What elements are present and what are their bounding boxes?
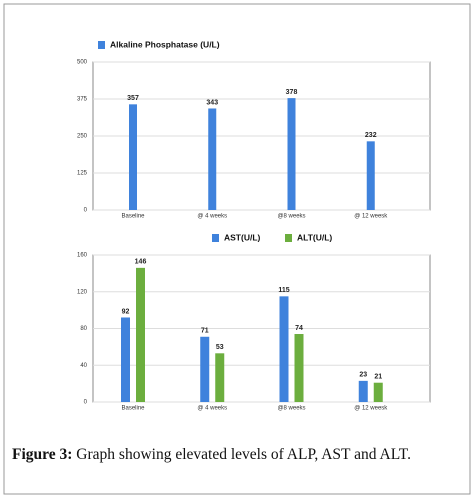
y-tick-label: 125 [77, 171, 88, 177]
x-tick-label: Baseline [121, 214, 145, 220]
value-label: 146 [135, 259, 147, 266]
y-tick-label: 0 [84, 400, 88, 406]
x-tick-label: @8 weeks [277, 406, 305, 412]
bar [373, 382, 383, 402]
figure-border [3, 3, 471, 495]
value-label: 232 [365, 132, 377, 139]
bar [215, 353, 225, 402]
y-tick-label: 500 [77, 60, 88, 66]
value-label: 92 [122, 308, 130, 315]
value-label: 357 [127, 95, 139, 102]
bar [200, 336, 210, 402]
y-tick-label: 375 [77, 97, 88, 103]
caption-text: Graph showing elevated levels of ALP, AS… [76, 446, 411, 463]
x-tick-label: @ 12 weesk [354, 214, 388, 220]
legend-label: AST(U/L) [224, 232, 261, 242]
bar [136, 267, 145, 402]
y-tick-label: 0 [84, 208, 88, 214]
bar [366, 141, 375, 210]
value-label: 74 [295, 325, 303, 332]
y-tick-label: 120 [77, 289, 88, 295]
value-label: 378 [286, 89, 298, 96]
caption-label: Figure 3: [12, 446, 73, 463]
legend-swatch [98, 41, 105, 49]
value-label: 21 [374, 374, 382, 381]
legend-label: ALT(U/L) [297, 232, 332, 242]
y-tick-label: 80 [80, 326, 87, 332]
value-label: 53 [216, 344, 224, 351]
legend-swatch [212, 234, 219, 242]
legend-swatch [285, 234, 292, 242]
y-tick-label: 250 [77, 134, 88, 140]
caption: Figure 3: Graph showing elevated levels … [12, 446, 411, 464]
y-tick-label: 40 [80, 363, 87, 369]
value-label: 343 [206, 99, 218, 106]
value-label: 71 [201, 328, 209, 335]
legend-label: Alkaline Phosphatase (U/L) [110, 39, 220, 49]
value-label: 23 [359, 372, 367, 379]
bar [287, 98, 296, 210]
bar [279, 296, 289, 402]
bar [358, 380, 368, 402]
bar [129, 104, 137, 210]
x-tick-label: @ 4 weeks [197, 214, 227, 220]
bar [208, 108, 217, 210]
x-tick-label: @8 weeks [277, 214, 305, 220]
x-tick-label: @ 12 weesk [354, 406, 388, 412]
x-tick-label: @ 4 weeks [197, 406, 227, 412]
x-tick-label: Baseline [121, 406, 145, 412]
value-label: 115 [278, 287, 289, 294]
bar [121, 317, 130, 402]
bar [294, 334, 304, 402]
y-tick-label: 160 [77, 253, 88, 259]
